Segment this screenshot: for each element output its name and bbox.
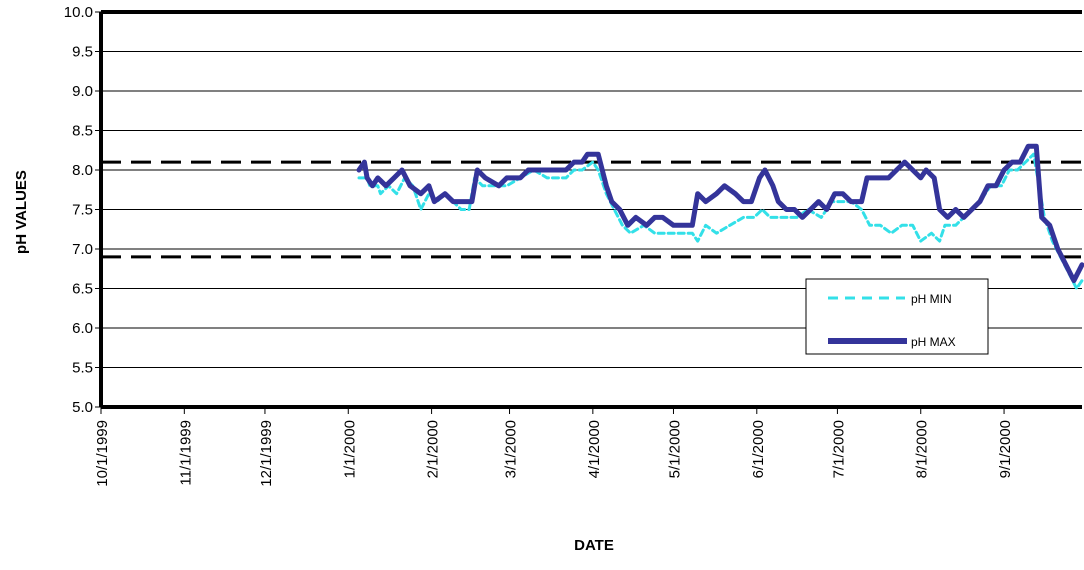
series-lines [356,143,1084,290]
x-tick-label: 1/1/2000 [341,420,358,478]
legend: pH MIN pH MAX [805,278,989,355]
y-tick-label: 8.0 [72,162,93,179]
x-tick-label: 4/1/2000 [586,420,603,478]
gridlines [101,51,1082,368]
y-tick-label: 5.0 [72,399,93,416]
x-tick-label: 5/1/2000 [667,420,684,478]
y-tick-labels: 5.0 5.5 6.0 6.5 7.0 7.5 8.0 8.5 9.0 9.5 10.0 [64,4,101,416]
x-tick-label: 11/1/1999 [177,420,194,486]
x-tick-label: 9/1/2000 [997,420,1014,478]
legend-label-min: pH MIN [911,292,952,306]
x-tick-label: 6/1/2000 [750,420,767,478]
x-tick-label: 10/1/1999 [94,420,111,487]
x-tick-label: 12/1/1999 [258,420,275,487]
x-tick-label: 3/1/2000 [503,420,520,478]
y-tick-label: 10.0 [64,4,93,21]
y-tick-label: 6.5 [72,281,93,298]
x-axis-title: DATE [574,537,614,554]
x-tick-label: 2/1/2000 [425,420,442,478]
x-tick-labels: 10/1/1999 11/1/1999 12/1/1999 1/1/2000 2/1/2… [94,407,1014,487]
x-tick-label: 7/1/2000 [830,420,847,478]
y-tick-label: 6.0 [72,320,93,337]
y-axis-title: pH VALUES [13,170,30,254]
series-line-ph-max [356,143,1084,284]
y-tick-label: 5.5 [72,360,93,377]
y-tick-label: 8.5 [72,123,93,140]
y-tick-label: 9.5 [72,44,93,61]
legend-label-max: pH MAX [911,335,956,349]
x-tick-label: 8/1/2000 [914,420,931,478]
y-tick-label: 9.0 [72,83,93,100]
series-line-ph-min [357,152,1084,290]
y-tick-label: 7.0 [72,241,93,258]
y-tick-label: 7.5 [72,202,93,219]
